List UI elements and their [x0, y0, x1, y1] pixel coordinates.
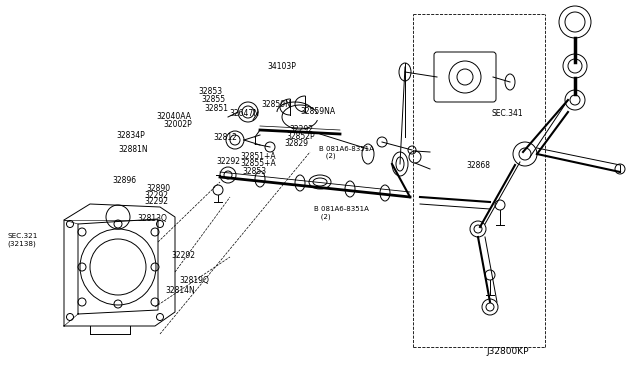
Text: J32800KP: J32800KP [486, 347, 529, 356]
Text: 32813Q: 32813Q [138, 214, 168, 223]
Text: 32853: 32853 [198, 87, 223, 96]
Text: 32812: 32812 [213, 133, 237, 142]
Text: 32647N: 32647N [229, 109, 259, 118]
Text: 32851+A: 32851+A [240, 152, 276, 161]
Text: 32002P: 32002P [163, 120, 192, 129]
Text: 32292: 32292 [144, 191, 168, 200]
Text: 32292: 32292 [172, 251, 196, 260]
Text: 32040AA: 32040AA [157, 112, 192, 121]
Text: 32881N: 32881N [118, 145, 148, 154]
Text: 32292: 32292 [144, 198, 168, 206]
Text: SEC.341: SEC.341 [492, 109, 523, 118]
Text: 32896: 32896 [112, 176, 136, 185]
Text: 32855: 32855 [202, 95, 226, 104]
Text: 32890: 32890 [146, 184, 170, 193]
Text: SEC.321
(32138): SEC.321 (32138) [8, 233, 38, 247]
Text: 32855+A: 32855+A [240, 159, 276, 168]
Text: 32859NA: 32859NA [301, 107, 336, 116]
Text: 32853: 32853 [242, 167, 266, 176]
Text: 32819Q: 32819Q [179, 276, 209, 285]
Text: 34103P: 34103P [268, 62, 296, 71]
Text: 32829: 32829 [284, 139, 308, 148]
Text: 32814N: 32814N [165, 286, 195, 295]
Text: 32851: 32851 [205, 104, 229, 113]
Text: B 081A6-8351A
   (2): B 081A6-8351A (2) [319, 146, 374, 159]
Text: 32292: 32292 [289, 125, 314, 134]
Text: 32859N: 32859N [261, 100, 291, 109]
Text: B 081A6-8351A
   (2): B 081A6-8351A (2) [314, 206, 369, 220]
Text: 32852P: 32852P [286, 132, 315, 141]
Text: 32292: 32292 [216, 157, 241, 166]
Text: 32834P: 32834P [116, 131, 145, 140]
Text: 32868: 32868 [466, 161, 490, 170]
